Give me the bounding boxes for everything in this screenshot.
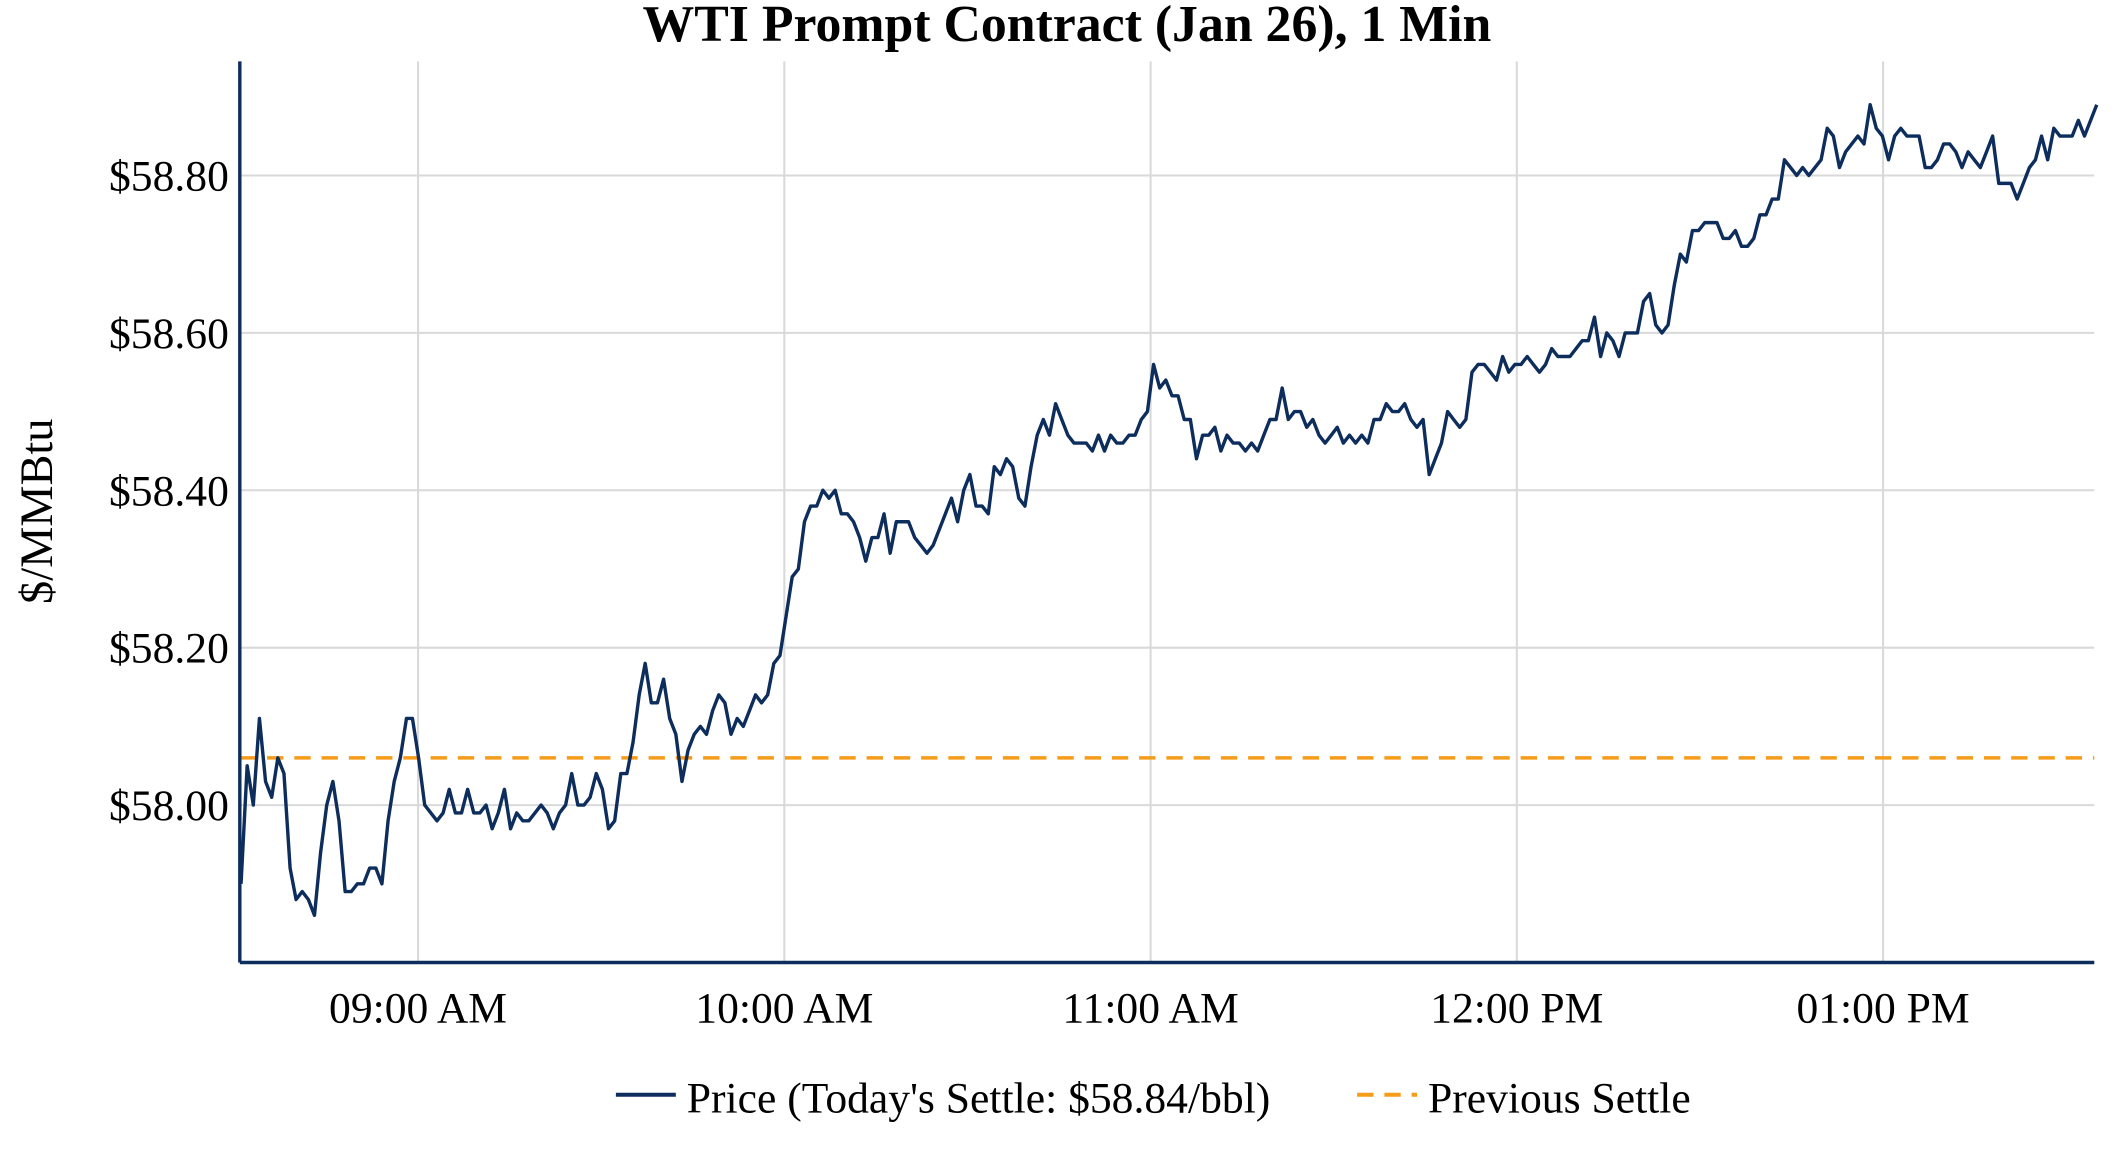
x-tick-label: 10:00 AM (695, 984, 873, 1032)
tick-labels: $58.00 $58.20 $58.40 $58.60 $58.80 09:00 AM 10… (109, 152, 1970, 1032)
legend-previous-settle-label: Previous Settle (1428, 1074, 1691, 1122)
x-tick-label: 11:00 AM (1062, 984, 1238, 1032)
grid (239, 61, 2095, 963)
y-tick-label: $58.00 (109, 782, 229, 830)
x-tick-label: 12:00 PM (1430, 984, 1603, 1032)
x-tick-label: 01:00 PM (1796, 984, 1969, 1032)
price-line (239, 102, 2099, 918)
chart-title: WTI Prompt Contract (Jan 26), 1 Min (642, 0, 1491, 53)
x-tick-label: 09:00 AM (329, 984, 507, 1032)
legend: Price (Today's Settle: $58.84/bbl) Previ… (615, 1074, 1691, 1122)
y-tick-label: $58.20 (109, 625, 229, 673)
y-axis-label: $/MMBtu (12, 419, 63, 604)
y-tick-label: $58.60 (109, 310, 229, 358)
legend-price-label: Price (Today's Settle: $58.84/bbl) (687, 1074, 1271, 1122)
series-group (239, 102, 2099, 918)
y-tick-label: $58.40 (109, 467, 229, 515)
y-tick-label: $58.80 (109, 152, 229, 200)
